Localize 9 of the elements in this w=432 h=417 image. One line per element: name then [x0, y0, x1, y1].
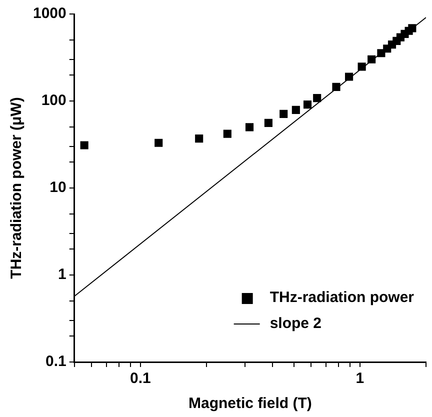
y-tick-label: 1	[58, 266, 66, 284]
y-tick-label: 1000	[32, 5, 66, 22]
y-tick-label: 10	[50, 179, 66, 196]
y-tick-label: 0.1	[46, 353, 66, 370]
y-axis-title: THz-radiation power (μW)	[8, 97, 26, 279]
y-tick-label: 100	[41, 92, 66, 110]
x-axis-title: Magnetic field (T)	[188, 395, 312, 412]
legend-label: THz-radiation power	[270, 289, 414, 306]
legend-label: slope 2	[270, 315, 322, 332]
